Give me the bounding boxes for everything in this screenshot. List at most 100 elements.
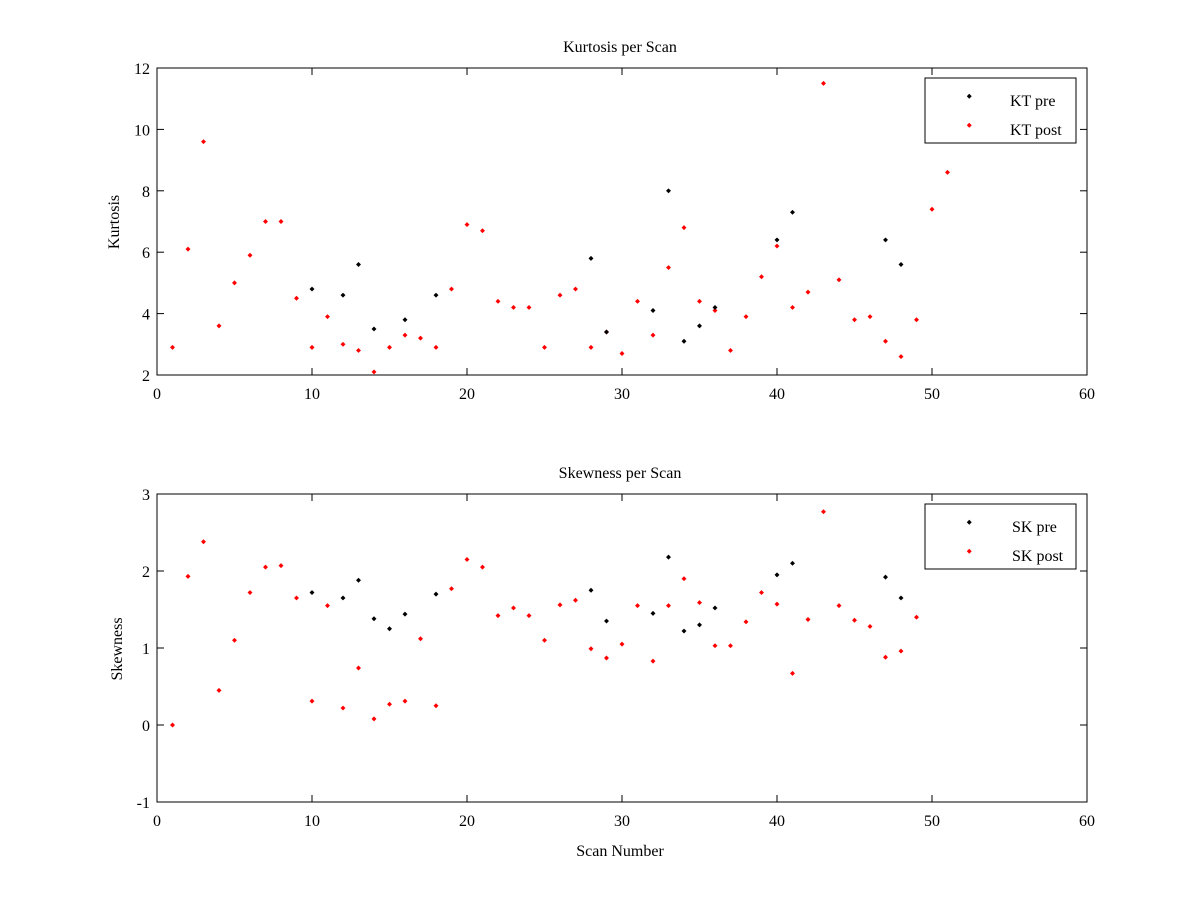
data-point-sk-post [619, 641, 625, 647]
data-point-kt-post [929, 206, 935, 212]
data-point-kt-post [557, 292, 563, 298]
data-point-sk-post [883, 654, 888, 660]
x-tick-label: 50 [924, 813, 940, 830]
data-points [170, 509, 919, 728]
data-point-sk-post [650, 658, 656, 664]
data-point-sk-pre [356, 577, 361, 583]
data-point-kt-post [325, 314, 330, 320]
data-point-kt-post [712, 308, 718, 314]
data-point-sk-post [511, 605, 516, 611]
y-tick-label: 12 [134, 61, 150, 78]
data-point-kt-post [759, 274, 764, 280]
legend-box [924, 77, 1077, 144]
data-point-kt-pre [697, 323, 702, 329]
data-point-sk-pre [433, 591, 439, 597]
data-point-kt-post [201, 139, 206, 145]
y-axis-label: Skewness [109, 617, 126, 680]
data-point-kt-pre [433, 292, 439, 298]
data-point-sk-pre [681, 628, 687, 634]
data-point-kt-pre [774, 237, 780, 243]
x-tick-label: 10 [304, 813, 320, 830]
data-point-sk-post [542, 637, 547, 643]
data-point-kt-post [247, 252, 253, 258]
data-point-kt-pre [790, 209, 795, 215]
x-tick-label: 0 [153, 813, 161, 830]
data-point-kt-post [232, 280, 237, 286]
legend-marker-sk-post [966, 548, 972, 554]
data-point-kt-post [542, 344, 547, 350]
data-point-sk-pre [387, 626, 392, 632]
legend-marker-sk-pre [966, 519, 972, 525]
data-point-sk-post [278, 563, 284, 569]
data-point-sk-pre [790, 560, 795, 566]
legend-box [924, 503, 1077, 570]
data-point-sk-post [356, 665, 361, 671]
data-point-sk-post [914, 614, 919, 620]
data-point-kt-post [464, 222, 470, 228]
data-point-sk-post [743, 619, 749, 625]
data-point-kt-pre [371, 326, 377, 332]
data-point-kt-post [263, 219, 268, 224]
data-point-sk-post [170, 722, 175, 728]
x-tick-label: 20 [459, 386, 475, 403]
y-axis-label: Kurtosis [106, 195, 123, 249]
data-point-kt-post [619, 351, 625, 356]
data-point-kt-post [588, 344, 594, 350]
data-point-sk-post [774, 601, 780, 607]
data-point-kt-post [449, 286, 454, 292]
data-point-sk-post [185, 573, 191, 579]
data-point-sk-pre [588, 587, 594, 593]
data-point-sk-post [588, 646, 594, 652]
data-point-sk-post [604, 655, 609, 661]
x-tick-label: 40 [769, 386, 785, 403]
data-points [170, 80, 950, 375]
data-point-kt-pre [681, 338, 687, 344]
data-point-sk-pre [340, 595, 346, 601]
data-point-sk-post [867, 623, 873, 629]
data-point-kt-post [418, 335, 423, 341]
data-point-sk-post [573, 597, 578, 603]
data-point-sk-post [712, 643, 718, 649]
y-tick-label: 6 [142, 245, 150, 262]
y-tick-label: 4 [142, 307, 150, 324]
data-point-kt-post [945, 169, 950, 175]
legend-marker-kt-pre [966, 93, 972, 99]
data-point-kt-post [511, 304, 516, 310]
data-point-sk-post [216, 687, 222, 693]
data-point-sk-post [495, 613, 501, 619]
data-point-sk-post [635, 603, 640, 609]
data-point-kt-pre [898, 262, 904, 267]
x-tick-label: 20 [459, 813, 475, 830]
data-point-sk-post [464, 556, 470, 562]
data-point-kt-post [821, 80, 826, 86]
x-tick-label: 60 [1079, 386, 1095, 403]
data-point-sk-post [402, 698, 408, 704]
data-point-sk-post [526, 613, 532, 619]
data-point-kt-post [216, 323, 222, 329]
data-point-kt-pre [666, 188, 671, 194]
data-point-kt-post [170, 344, 175, 350]
data-point-sk-post [805, 617, 811, 622]
data-point-kt-post [433, 344, 439, 350]
data-point-sk-post [294, 595, 299, 601]
x-tick-label: 60 [1079, 813, 1095, 830]
data-point-sk-pre [371, 616, 377, 622]
data-point-sk-pre [697, 622, 702, 628]
x-tick-label: 40 [769, 813, 785, 830]
legend-entry-sk-pre: SK pre [1012, 519, 1057, 536]
data-point-sk-post [557, 602, 563, 608]
data-point-sk-post [790, 670, 795, 676]
data-point-sk-post [371, 716, 377, 722]
data-point-kt-post [278, 219, 284, 224]
data-point-kt-pre [588, 255, 594, 261]
data-point-kt-post [480, 228, 485, 234]
data-point-sk-post [449, 586, 454, 592]
data-point-kt-pre [356, 262, 361, 267]
data-point-kt-post [743, 314, 749, 320]
data-point-sk-post [232, 637, 237, 643]
axis-ticks: 0 10 20 30 40 50 60 2 4 6 8 10 12 [134, 61, 1095, 403]
y-tick-label: 10 [134, 122, 150, 139]
data-point-sk-pre [402, 611, 408, 617]
